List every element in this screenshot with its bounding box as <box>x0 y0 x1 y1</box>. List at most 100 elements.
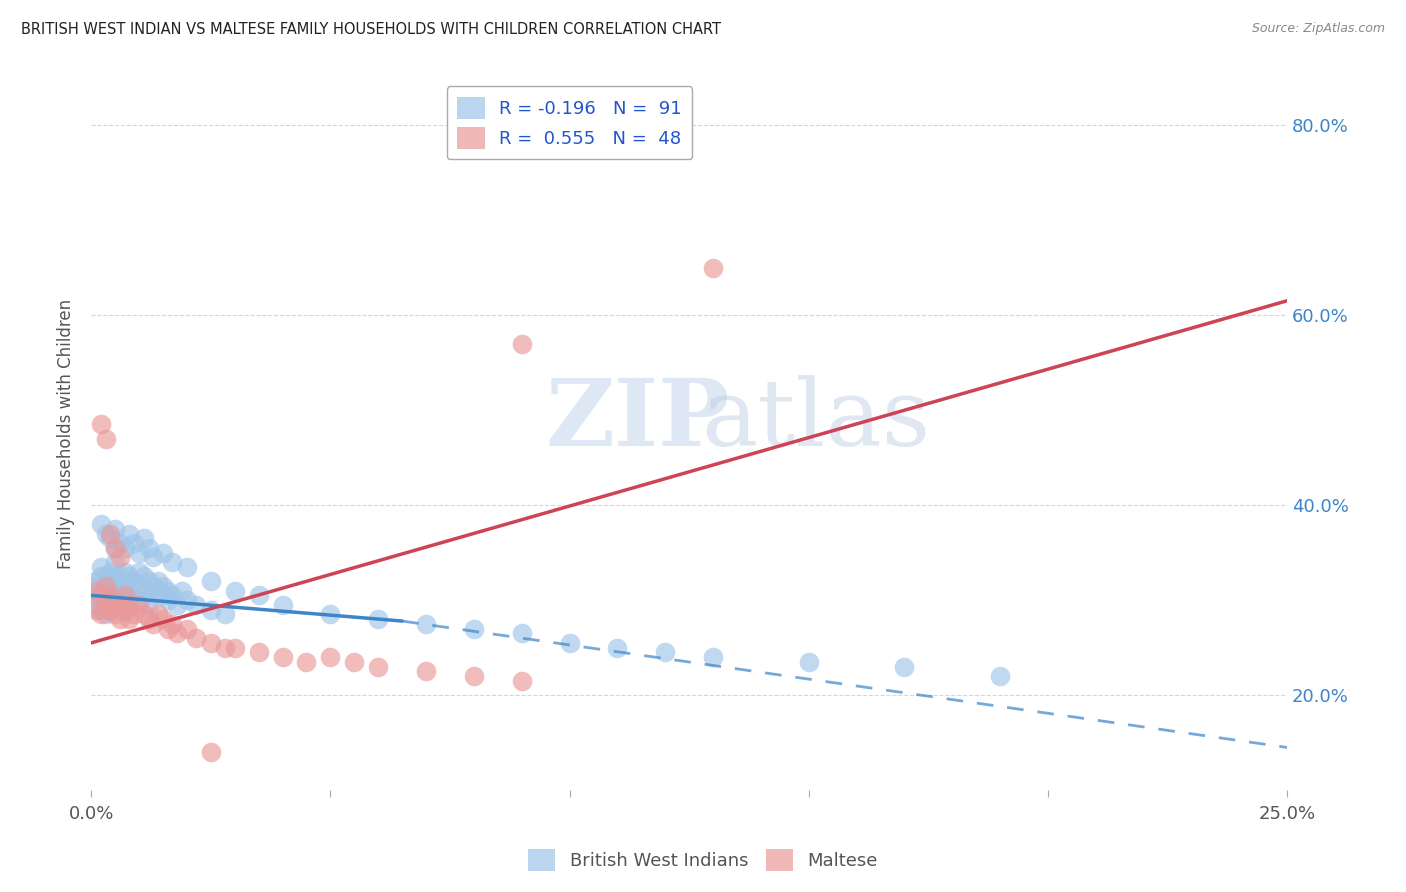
Point <box>702 650 724 665</box>
Point <box>90 560 112 574</box>
Point <box>90 517 112 532</box>
Point <box>319 607 342 622</box>
Point <box>98 526 121 541</box>
Point <box>152 612 174 626</box>
Point <box>84 579 107 593</box>
Point <box>94 598 117 612</box>
Point <box>94 569 117 583</box>
Point <box>176 593 198 607</box>
Point <box>247 588 270 602</box>
Point <box>94 607 117 622</box>
Point <box>84 588 107 602</box>
Point <box>94 432 117 446</box>
Point <box>138 612 160 626</box>
Point <box>510 336 533 351</box>
Point <box>295 655 318 669</box>
Point <box>104 607 127 622</box>
Point <box>343 655 366 669</box>
Point <box>146 607 169 622</box>
Point <box>162 616 184 631</box>
Point <box>170 583 193 598</box>
Point <box>224 640 246 655</box>
Point <box>132 607 155 622</box>
Point <box>94 526 117 541</box>
Point <box>104 583 127 598</box>
Point <box>415 616 437 631</box>
Point <box>186 598 208 612</box>
Point <box>98 565 121 579</box>
Point <box>84 602 107 616</box>
Text: Source: ZipAtlas.com: Source: ZipAtlas.com <box>1251 22 1385 36</box>
Point <box>271 650 294 665</box>
Point <box>104 541 127 555</box>
Point <box>142 616 165 631</box>
Point <box>988 669 1011 683</box>
Point <box>118 569 141 583</box>
Point <box>463 669 485 683</box>
Legend: British West Indians, Maltese: British West Indians, Maltese <box>520 842 886 879</box>
Point <box>104 569 127 583</box>
Y-axis label: Family Households with Children: Family Households with Children <box>58 299 75 569</box>
Point <box>90 593 112 607</box>
Point <box>98 574 121 588</box>
Point <box>104 555 127 569</box>
Point <box>132 532 155 546</box>
Point <box>114 579 136 593</box>
Point <box>108 579 131 593</box>
Point <box>415 665 437 679</box>
Legend: R = -0.196   N =  91, R =  0.555   N =  48: R = -0.196 N = 91, R = 0.555 N = 48 <box>447 87 692 160</box>
Point <box>146 574 169 588</box>
Point <box>98 588 121 602</box>
Point <box>98 532 121 546</box>
Point <box>84 574 107 588</box>
Point <box>122 607 145 622</box>
Point <box>200 602 222 616</box>
Point <box>98 602 121 616</box>
Text: BRITISH WEST INDIAN VS MALTESE FAMILY HOUSEHOLDS WITH CHILDREN CORRELATION CHART: BRITISH WEST INDIAN VS MALTESE FAMILY HO… <box>21 22 721 37</box>
Point <box>128 565 150 579</box>
Point <box>200 745 222 759</box>
Point <box>510 626 533 640</box>
Point <box>142 579 165 593</box>
Point <box>152 579 174 593</box>
Point <box>606 640 628 655</box>
Point <box>118 598 141 612</box>
Point <box>108 598 131 612</box>
Point <box>94 579 117 593</box>
Point <box>118 526 141 541</box>
Point <box>114 602 136 616</box>
Point <box>84 598 107 612</box>
Point <box>702 260 724 275</box>
Point <box>108 583 131 598</box>
Text: atlas: atlas <box>702 375 931 465</box>
Point <box>138 541 160 555</box>
Point <box>114 541 136 555</box>
Point <box>98 602 121 616</box>
Point <box>104 541 127 555</box>
Point <box>114 565 136 579</box>
Point <box>104 593 127 607</box>
Point <box>214 640 236 655</box>
Point <box>152 546 174 560</box>
Point <box>463 622 485 636</box>
Point <box>200 636 222 650</box>
Point <box>114 588 136 602</box>
Point <box>104 593 127 607</box>
Point <box>138 574 160 588</box>
Point <box>98 593 121 607</box>
Point <box>654 645 676 659</box>
Point <box>84 583 107 598</box>
Point <box>90 602 112 616</box>
Point <box>510 673 533 688</box>
Point <box>128 579 150 593</box>
Point <box>108 612 131 626</box>
Point <box>118 583 141 598</box>
Point <box>186 631 208 645</box>
Point <box>176 560 198 574</box>
Point <box>94 583 117 598</box>
Point <box>200 574 222 588</box>
Point <box>224 583 246 598</box>
Point <box>90 417 112 432</box>
Point <box>156 593 179 607</box>
Point <box>797 655 820 669</box>
